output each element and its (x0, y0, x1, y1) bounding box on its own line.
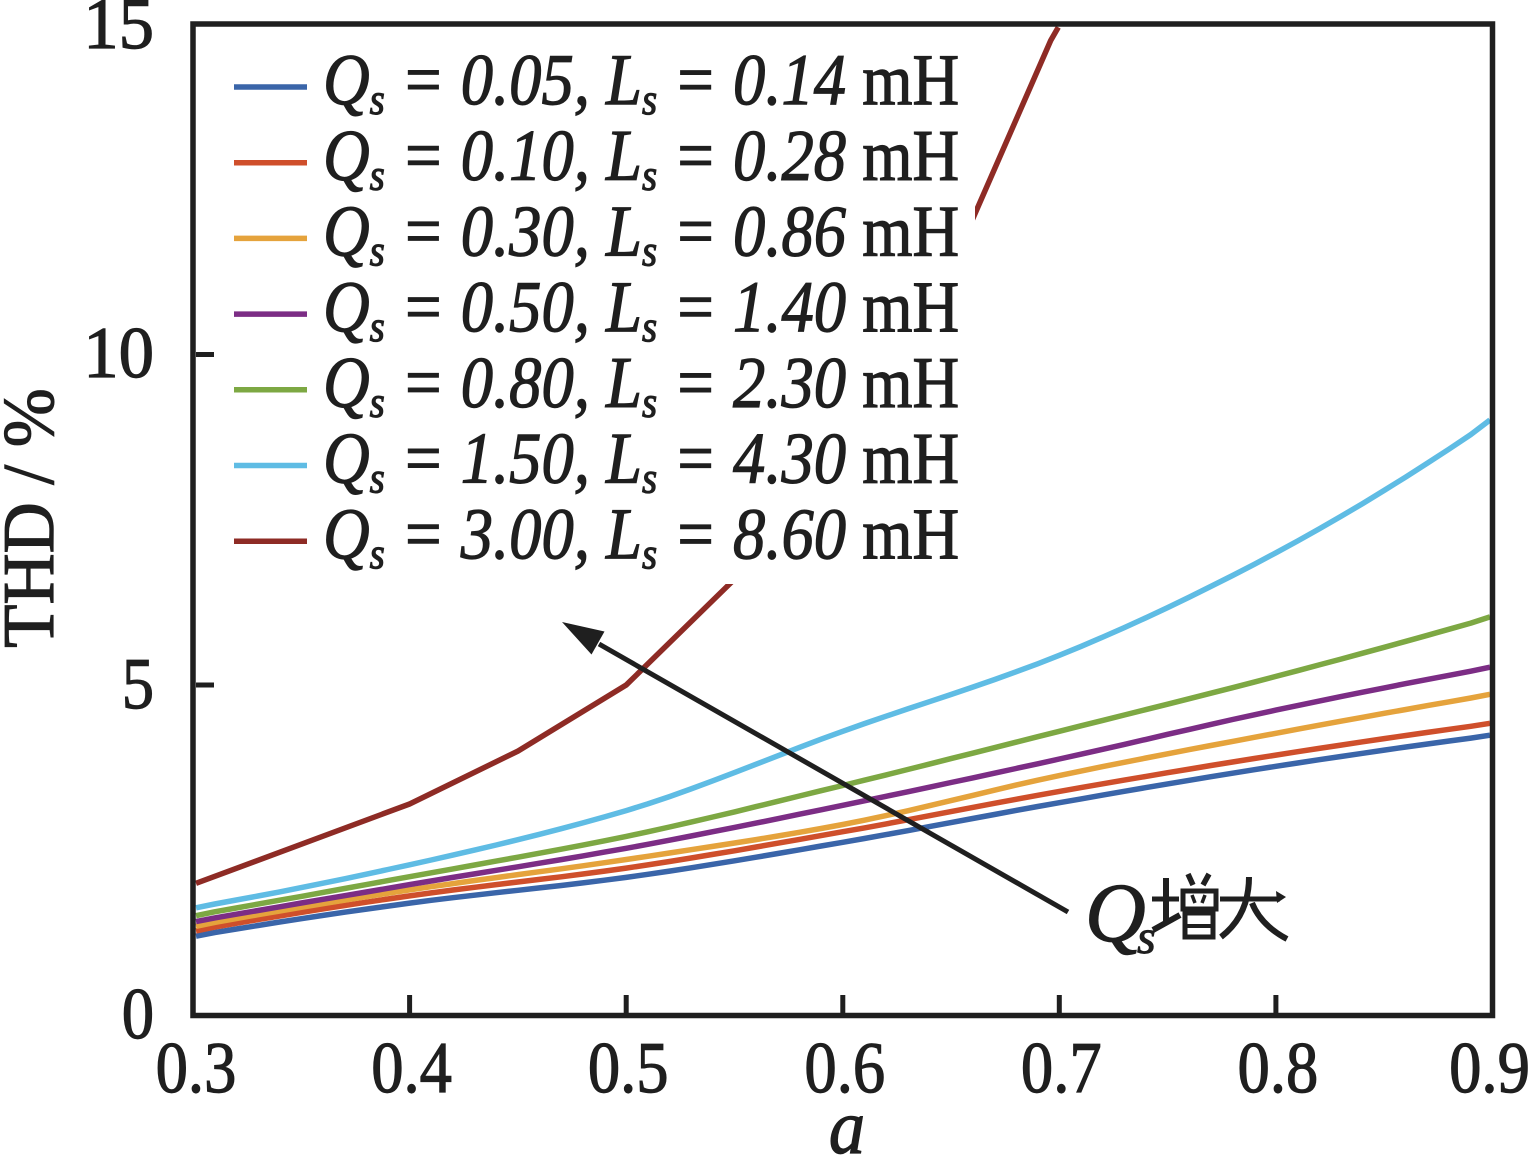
svg-text:0.3: 0.3 (156, 1027, 237, 1108)
svg-text:Qs = 1.50, Ls = 4.30 mH: Qs = 1.50, Ls = 4.30 mH (323, 418, 959, 502)
svg-text:a: a (829, 1085, 865, 1156)
svg-text:0.6: 0.6 (804, 1027, 885, 1108)
svg-text:THD / %: THD / % (0, 388, 69, 648)
svg-text:0.7: 0.7 (1021, 1027, 1102, 1108)
svg-text:5: 5 (122, 643, 154, 723)
svg-text:Qs = 0.05, Ls = 0.14 mH: Qs = 0.05, Ls = 0.14 mH (323, 39, 959, 123)
svg-text:0.5: 0.5 (588, 1027, 669, 1108)
svg-text:0.4: 0.4 (371, 1027, 452, 1108)
svg-text:Qs = 0.10, Ls = 0.28 mH: Qs = 0.10, Ls = 0.28 mH (323, 115, 959, 199)
svg-text:10: 10 (83, 312, 154, 393)
svg-text:0.8: 0.8 (1238, 1027, 1319, 1108)
svg-text:Qs = 0.80, Ls = 2.30 mH: Qs = 0.80, Ls = 2.30 mH (323, 342, 959, 426)
svg-text:Q: Q (1085, 867, 1146, 960)
svg-text:0: 0 (122, 973, 154, 1053)
svg-text:0.9: 0.9 (1449, 1027, 1529, 1108)
svg-text:Qs = 0.50, Ls = 1.40 mH: Qs = 0.50, Ls = 1.40 mH (323, 266, 959, 350)
svg-text:15: 15 (83, 0, 154, 64)
svg-text:Qs = 3.00, Ls = 8.60 mH: Qs = 3.00, Ls = 8.60 mH (323, 494, 959, 578)
svg-text:Qs = 0.30, Ls = 0.86 mH: Qs = 0.30, Ls = 0.86 mH (323, 191, 959, 275)
svg-text:s: s (1137, 911, 1156, 964)
